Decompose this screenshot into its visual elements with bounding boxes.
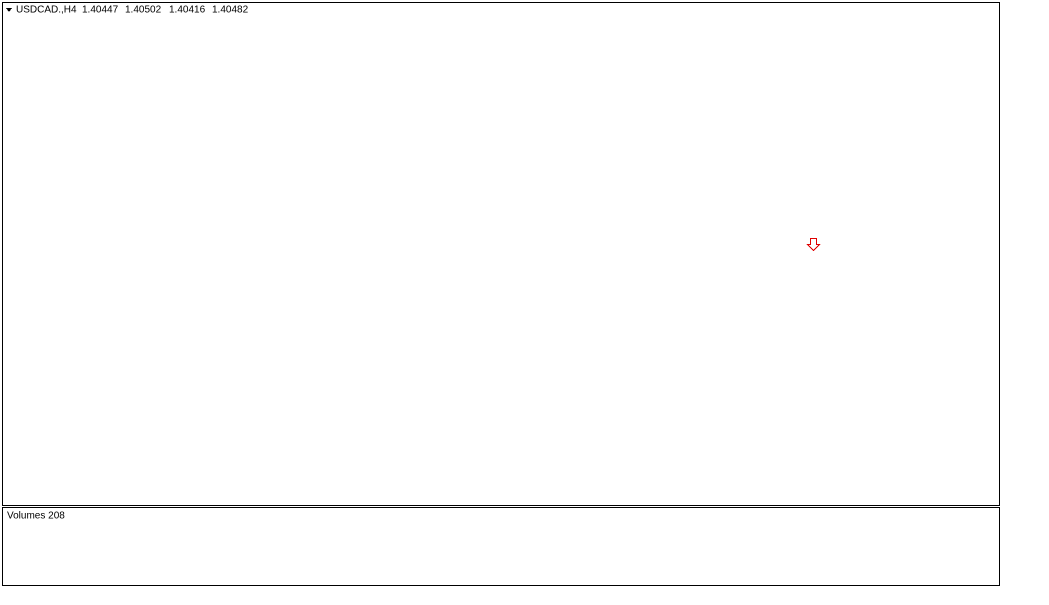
header-close: 1.40482 [212, 5, 249, 16]
header-open: 1.40447 [82, 5, 119, 16]
header-low: 1.40416 [169, 5, 206, 16]
price-panel-border [2, 2, 1000, 506]
symbol-title: USDCAD.,H4 [16, 5, 77, 16]
volume-title: Volumes 208 [7, 511, 65, 522]
volume-panel-border [2, 507, 1000, 586]
collapse-icon[interactable] [6, 8, 12, 12]
sell-arrow [806, 238, 821, 252]
header-high: 1.40502 [125, 5, 162, 16]
